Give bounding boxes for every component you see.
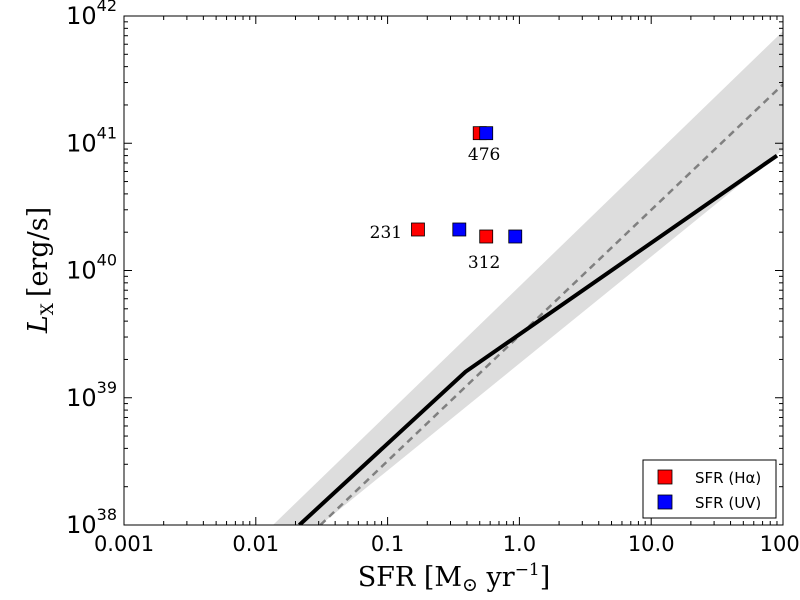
annotation-label-231: 231 (370, 223, 402, 243)
x-tick-label: 0.001 (94, 532, 154, 556)
annotations-layer: 476 231 312 (370, 145, 501, 273)
x-axis-label-unit: yr (478, 562, 515, 593)
x-axis-label: SFR [M⊙ yr−1] (358, 560, 551, 596)
data-point-uv-1 (452, 222, 467, 237)
y-tick-label: 1041 (66, 123, 117, 157)
y-tick-exponent: 42 (97, 0, 117, 15)
uncertainty-band-layer (272, 31, 783, 525)
x-tick-label: 0.1 (371, 532, 404, 556)
x-axis-label-main: SFR [M (358, 562, 462, 593)
legend-label: SFR (Hα) (695, 469, 761, 487)
y-tick-exponent: 39 (97, 378, 117, 397)
y-tick-exponent: 38 (97, 505, 117, 524)
legend-label: SFR (UV) (695, 494, 761, 512)
x-tick-label: 1.0 (503, 532, 536, 556)
y-axis-label-unit: [erg/s] (23, 207, 54, 297)
annotation-label-476: 476 (468, 145, 500, 165)
legend-swatch (657, 469, 673, 485)
y-tick-exponent: 41 (97, 123, 117, 142)
legend-swatch (657, 494, 673, 510)
y-tick-exponent: 40 (97, 251, 117, 270)
y-axis-label-symbol: L (23, 315, 54, 334)
y-tick-base: 10 (66, 2, 97, 30)
y-tick-label: 1042 (66, 0, 117, 30)
x-axis-label-sun-symbol: ⊙ (462, 574, 478, 596)
y-tick-base: 10 (66, 384, 97, 412)
x-tick-label: 100. (760, 532, 800, 556)
dashed-relation-line (319, 83, 783, 525)
relation-lines-layer (297, 83, 783, 525)
annotation-label-312: 312 (468, 253, 500, 273)
y-axis-label-subscript: X (38, 302, 58, 315)
scatter-band (272, 31, 783, 525)
data-points-layer (411, 126, 523, 244)
y-axis-label: LX [erg/s] (23, 207, 58, 334)
y-tick-base: 10 (66, 257, 97, 285)
x-axis-label-close: ] (540, 562, 551, 593)
x-tick-label: 10.0 (628, 532, 675, 556)
solid-relation-line (297, 153, 779, 525)
y-tick-label: 1039 (66, 378, 117, 412)
x-tick-label: 0.01 (232, 532, 279, 556)
data-point-uv-0 (479, 126, 494, 141)
y-tick-base: 10 (66, 129, 97, 157)
data-point-halpha-2 (479, 229, 494, 244)
x-axis-label-exponent: −1 (515, 560, 540, 580)
plot-frame (123, 15, 784, 526)
data-point-uv-2 (508, 229, 523, 244)
y-tick-label: 1040 (66, 251, 117, 285)
y-tick-label: 1038 (66, 505, 117, 539)
data-point-halpha-1 (411, 222, 425, 237)
y-tick-base: 10 (66, 511, 97, 539)
ticks-layer: 0.0010.010.11.010.0100.10381039104010411… (66, 0, 800, 556)
legend: SFR (Hα) SFR (UV) (642, 459, 777, 519)
